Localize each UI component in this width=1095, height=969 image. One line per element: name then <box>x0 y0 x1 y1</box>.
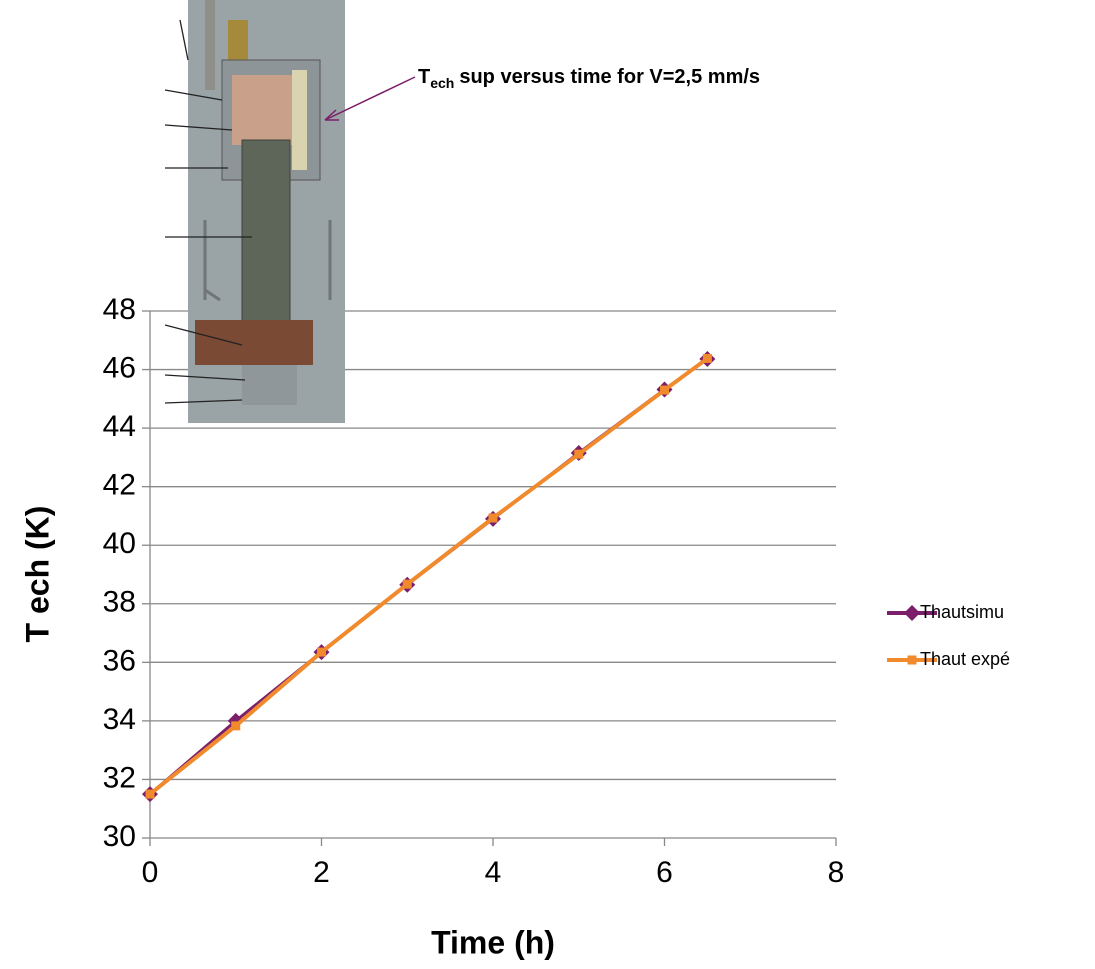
y-tick-label: 42 <box>103 469 136 502</box>
x-tick-label: 8 <box>828 856 845 889</box>
series-line <box>148 356 709 796</box>
y-tick-label: 34 <box>103 703 136 736</box>
y-tick-label: 46 <box>103 351 136 384</box>
marker <box>660 385 669 395</box>
title-rest: sup versus time for V=2,5 mm/s <box>459 66 760 88</box>
marker <box>317 647 326 657</box>
marker <box>231 721 241 731</box>
x-tick-label: 2 <box>313 856 330 889</box>
x-axis-title: Time (h) <box>431 924 555 960</box>
x-tick-label: 0 <box>142 856 159 889</box>
y-tick-label: 48 <box>103 293 136 326</box>
title-main: T <box>418 66 430 88</box>
chart-title: Tech sup versus time for V=2,5 mm/s <box>418 66 760 90</box>
y-tick-label: 36 <box>103 644 136 677</box>
marker <box>574 449 584 459</box>
marker <box>402 579 412 589</box>
marker <box>145 789 155 799</box>
y-tick-label: 40 <box>103 527 136 560</box>
y-tick-label: 38 <box>103 586 136 619</box>
marker <box>702 353 712 363</box>
legend-label: Thautsimu <box>920 602 1004 622</box>
x-tick-label: 4 <box>485 856 502 889</box>
x-tick-label: 6 <box>656 856 673 889</box>
y-tick-label: 44 <box>103 410 136 443</box>
legend-marker <box>907 655 917 665</box>
y-tick-label: 32 <box>103 761 136 794</box>
legend-marker <box>904 605 920 621</box>
marker <box>488 513 498 523</box>
title-sub: ech <box>430 75 454 91</box>
apparatus-photo <box>164 0 416 423</box>
y-axis-title: T ech (K) <box>19 506 55 643</box>
legend-label: Thaut expé <box>920 649 1010 669</box>
y-tick-label: 30 <box>103 820 136 853</box>
